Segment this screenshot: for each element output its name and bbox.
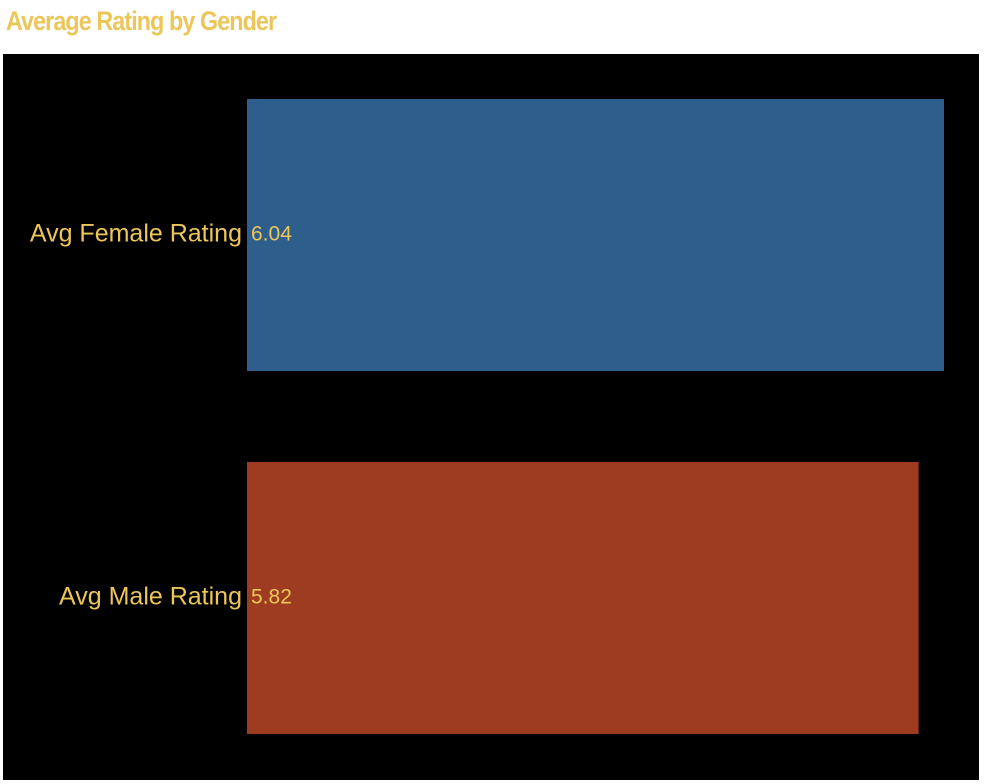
value-label-female: 6.04 [251,223,292,246]
category-label-male: Avg Male Rating [59,583,242,611]
bar-male-rating [247,462,919,734]
category-label-female: Avg Female Rating [30,220,242,248]
value-label-male: 5.82 [251,586,292,609]
bar-female-rating [247,99,944,371]
chart-panel: Avg Female Rating 6.04 Avg Male Rating 5.82 [3,54,979,780]
bar-chart-svg: Avg Female Rating 6.04 Avg Male Rating 5.82 [30,99,944,734]
chart-title: Average Rating by Gender [6,6,277,36]
